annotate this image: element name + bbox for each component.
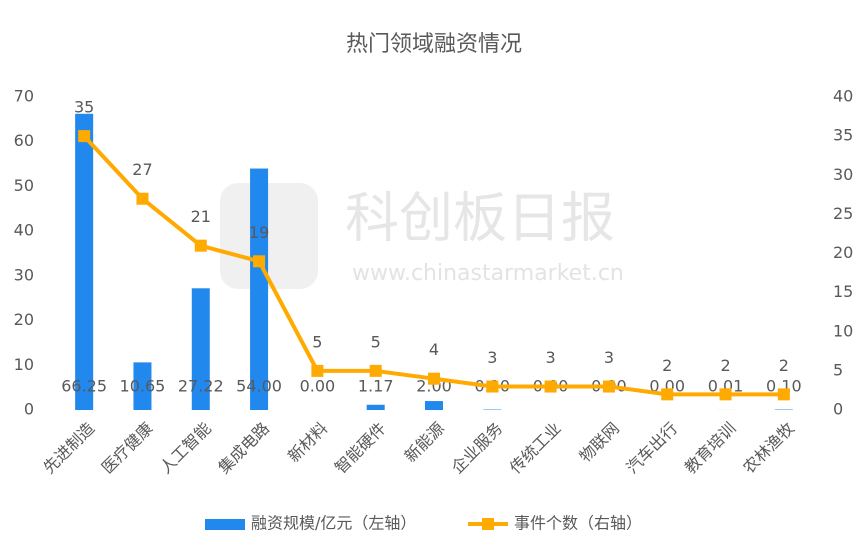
bar-value-label: 27.22 xyxy=(178,377,224,396)
line-marker xyxy=(194,239,207,252)
line-marker xyxy=(78,130,91,143)
bar-value-label: 66.25 xyxy=(61,377,107,396)
bar xyxy=(133,362,152,410)
x-tick-label: 医疗健康 xyxy=(98,419,157,478)
watermark-url: www.chinastarmarket.cn xyxy=(352,261,624,286)
y2-tick-label: 30 xyxy=(833,165,853,184)
legend-swatch xyxy=(205,519,245,530)
line-marker xyxy=(486,380,499,393)
y2-tick-label: 15 xyxy=(833,282,853,301)
x-tick-label: 汽车出行 xyxy=(623,419,682,478)
line-value-label: 21 xyxy=(191,207,211,226)
line-marker xyxy=(311,364,324,377)
y-tick-label: 20 xyxy=(14,310,34,329)
line-marker xyxy=(253,255,266,268)
line-value-label: 2 xyxy=(720,356,730,375)
bar-value-label: 54.00 xyxy=(236,377,282,396)
watermark-text: 科创板日报 xyxy=(345,187,615,250)
bar-value-label: 0.01 xyxy=(708,377,744,396)
line-value-label: 35 xyxy=(74,98,94,117)
line-marker xyxy=(369,364,382,377)
line-marker xyxy=(661,388,674,401)
bar xyxy=(191,288,210,410)
y-tick-label: 0 xyxy=(24,400,34,419)
line-value-label: 3 xyxy=(604,348,614,367)
chart-title: 热门领域融资情况 xyxy=(346,32,522,57)
x-tick-label: 新能源 xyxy=(401,419,448,466)
x-tick-label: 智能硬件 xyxy=(331,419,390,478)
bar-value-label: 0.10 xyxy=(766,377,802,396)
x-tick-label: 传统工业 xyxy=(506,419,565,478)
bar-value-label: 10.65 xyxy=(120,377,166,396)
y2-tick-label: 5 xyxy=(833,360,843,379)
y-tick-label: 40 xyxy=(14,221,34,240)
y2-tick-label: 25 xyxy=(833,204,853,223)
line-marker xyxy=(777,388,790,401)
line-marker xyxy=(602,380,615,393)
y-tick-label: 60 xyxy=(14,131,34,150)
bar xyxy=(250,168,269,410)
bar-value-label: 0.00 xyxy=(300,377,336,396)
line-value-label: 19 xyxy=(249,223,269,242)
legend-swatch xyxy=(482,518,494,530)
x-tick-label: 企业服务 xyxy=(448,419,507,478)
line-marker xyxy=(719,388,732,401)
line-value-label: 4 xyxy=(429,340,439,359)
line-value-label: 5 xyxy=(312,332,322,351)
x-tick-label: 新材料 xyxy=(284,419,331,466)
line-marker xyxy=(428,372,440,385)
y-tick-label: 10 xyxy=(14,355,34,374)
x-tick-label: 农林渔牧 xyxy=(739,419,798,478)
bar xyxy=(75,113,94,411)
y2-tick-label: 0 xyxy=(833,400,843,419)
line-value-label: 5 xyxy=(371,332,381,351)
y-tick-label: 70 xyxy=(14,87,34,106)
bar-value-label: 0.00 xyxy=(649,377,685,396)
line-value-label: 2 xyxy=(779,356,789,375)
line-marker xyxy=(544,380,557,393)
y2-tick-label: 10 xyxy=(833,321,853,340)
line-value-label: 3 xyxy=(487,348,497,367)
watermark-logo xyxy=(220,183,318,289)
legend-label: 融资规模/亿元（左轴） xyxy=(251,514,416,533)
line-value-label: 27 xyxy=(132,160,152,179)
bar xyxy=(425,401,443,410)
watermark: 科创板日报 www.chinastarmarket.cn xyxy=(220,183,624,289)
x-tick-label: 教育培训 xyxy=(681,419,740,478)
y2-tick-label: 20 xyxy=(833,243,853,262)
y-tick-label: 30 xyxy=(14,265,34,284)
x-tick-label: 先进制造 xyxy=(39,419,98,478)
y2-tick-label: 35 xyxy=(833,126,853,145)
x-tick-label: 人工智能 xyxy=(156,419,215,478)
x-tick-label: 物联网 xyxy=(576,419,623,466)
line-marker xyxy=(136,192,149,205)
y2-tick-label: 40 xyxy=(833,87,853,106)
legend-label: 事件个数（右轴） xyxy=(514,514,642,533)
line-value-label: 3 xyxy=(546,348,556,367)
line-value-label: 2 xyxy=(662,356,672,375)
y-tick-label: 50 xyxy=(14,176,34,195)
x-tick-label: 集成电路 xyxy=(214,419,273,478)
bar xyxy=(366,404,385,410)
bar-value-label: 1.17 xyxy=(358,377,394,396)
